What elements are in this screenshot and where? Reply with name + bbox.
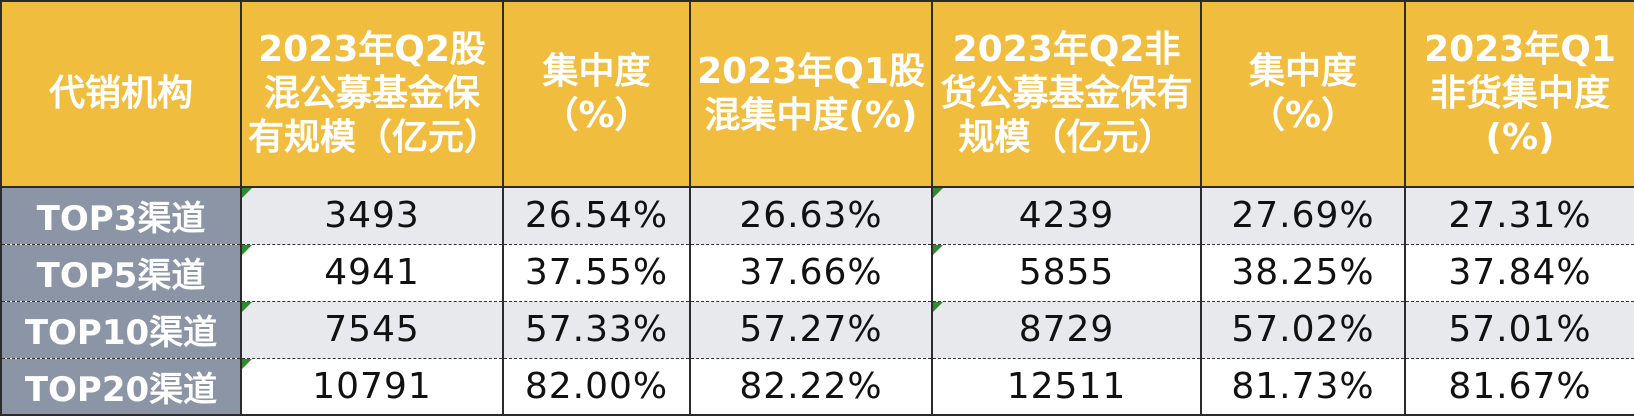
header-q1-nonmoney-concentration: 2023年Q1非货集中度(%)	[1404, 0, 1634, 188]
cell-q1-nonmoney-concentration: 37.84%	[1404, 243, 1634, 302]
header-distributor: 代销机构	[0, 0, 242, 188]
cell-q2-equity-concentration: 57.33%	[502, 300, 691, 359]
header-q2-equity-aum: 2023年Q2股混公募基金保有规模（亿元）	[240, 0, 504, 188]
header-q2-nonmoney-concentration: 集中度（%）	[1200, 0, 1406, 188]
header-q2-equity-concentration: 集中度（%）	[502, 0, 691, 188]
row-label: TOP5渠道	[0, 243, 242, 302]
cell-q2-equity-aum: 3493	[240, 186, 504, 245]
cell-q1-nonmoney-concentration: 27.31%	[1404, 186, 1634, 245]
table-row: TOP10渠道 7545 57.33% 57.27% 8729 57.02% 5…	[0, 300, 1634, 359]
table-row: TOP20渠道 10791 82.00% 82.22% 12511 81.73%…	[0, 357, 1634, 416]
cell-q1-equity-concentration: 26.63%	[689, 186, 933, 245]
cell-q2-nonmoney-aum: 12511	[931, 357, 1202, 416]
cell-q2-equity-aum: 7545	[240, 300, 504, 359]
cell-q2-equity-concentration: 82.00%	[502, 357, 691, 416]
cell-q2-equity-concentration: 37.55%	[502, 243, 691, 302]
error-flag-icon	[933, 188, 943, 198]
row-label: TOP10渠道	[0, 300, 242, 359]
cell-q1-equity-concentration: 82.22%	[689, 357, 933, 416]
row-label: TOP3渠道	[0, 186, 242, 245]
cell-q1-equity-concentration: 57.27%	[689, 300, 933, 359]
cell-q1-equity-concentration: 37.66%	[689, 243, 933, 302]
table-row: TOP5渠道 4941 37.55% 37.66% 5855 38.25% 37…	[0, 243, 1634, 302]
error-flag-icon	[242, 188, 252, 198]
cell-q2-nonmoney-concentration: 27.69%	[1200, 186, 1406, 245]
cell-q1-nonmoney-concentration: 57.01%	[1404, 300, 1634, 359]
cell-q2-equity-concentration: 26.54%	[502, 186, 691, 245]
table-row: TOP3渠道 3493 26.54% 26.63% 4239 27.69% 27…	[0, 186, 1634, 245]
error-flag-icon	[933, 301, 943, 312]
header-row: 代销机构 2023年Q2股混公募基金保有规模（亿元） 集中度（%） 2023年Q…	[0, 0, 1634, 188]
cell-q2-nonmoney-concentration: 38.25%	[1200, 243, 1406, 302]
cell-q2-equity-aum: 10791	[240, 357, 504, 416]
header-q1-equity-concentration: 2023年Q1股混集中度(%)	[689, 0, 933, 188]
row-label: TOP20渠道	[0, 357, 242, 416]
error-flag-icon	[242, 301, 252, 312]
cell-q2-nonmoney-concentration: 57.02%	[1200, 300, 1406, 359]
error-flag-icon	[933, 244, 943, 255]
cell-q1-nonmoney-concentration: 81.67%	[1404, 357, 1634, 416]
error-flag-icon	[242, 358, 252, 369]
cell-q2-nonmoney-concentration: 81.73%	[1200, 357, 1406, 416]
cell-q2-nonmoney-aum: 8729	[931, 300, 1202, 359]
cell-q2-equity-aum: 4941	[240, 243, 504, 302]
cell-q2-nonmoney-aum: 4239	[931, 186, 1202, 245]
error-flag-icon	[242, 244, 252, 255]
header-q2-nonmoney-aum: 2023年Q2非货公募基金保有规模（亿元）	[931, 0, 1202, 188]
cell-q2-nonmoney-aum: 5855	[931, 243, 1202, 302]
